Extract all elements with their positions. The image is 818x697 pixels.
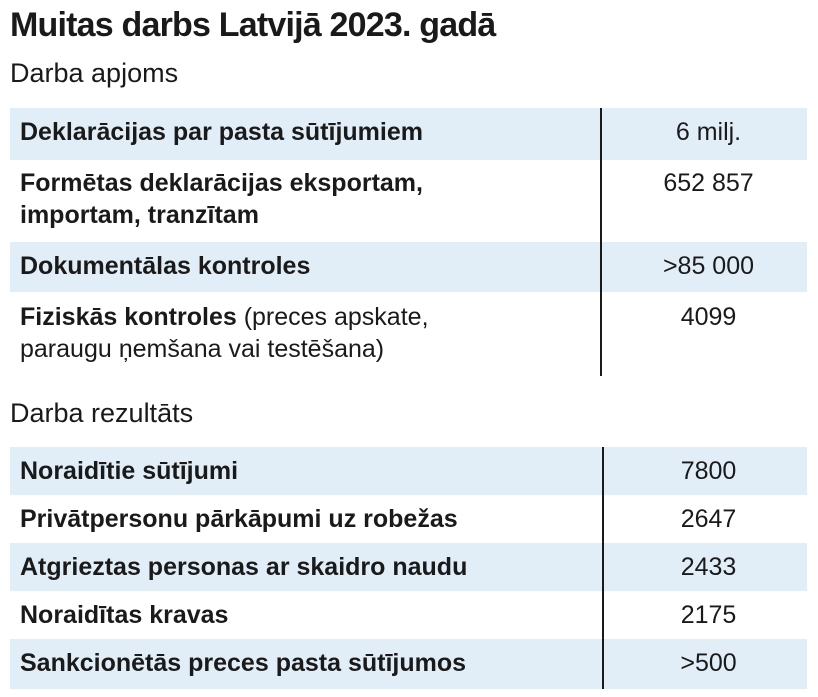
row-label: Noraidītas kravas	[20, 601, 229, 629]
row-label: Privātpersonu pārkāpumi uz robežas	[20, 505, 458, 533]
table-row: Fiziskās kontroles (preces apskate, para…	[10, 292, 807, 374]
row-label: Dokumentālas kontroles	[20, 252, 311, 280]
row-value: 7800	[680, 457, 737, 485]
row-value: >85 000	[662, 252, 755, 280]
table-row: Deklarācijas par pasta sūtījumiem 6 milj…	[10, 108, 807, 160]
row-value: >500	[680, 649, 737, 677]
row-value: 2433	[680, 553, 737, 581]
table-row: Sankcionētās preces pasta sūtījumos >500	[10, 639, 807, 689]
section-heading-results: Darba rezultāts	[10, 398, 194, 428]
column-divider	[602, 447, 604, 689]
row-label: Fiziskās kontroles (preces apskate, para…	[20, 303, 429, 363]
page-title: Muitas darbs Latvijā 2023. gadā	[10, 6, 496, 44]
row-label: Atgrieztas personas ar skaidro naudu	[20, 553, 468, 581]
row-value: 652 857	[663, 169, 754, 197]
table-row: Dokumentālas kontroles >85 000	[10, 242, 807, 292]
table-row: Privātpersonu pārkāpumi uz robežas 2647	[10, 495, 807, 543]
row-value: 2647	[680, 505, 737, 533]
column-divider	[600, 108, 602, 376]
row-label: Noraidītie sūtījumi	[20, 457, 239, 485]
section-heading-volume: Darba apjoms	[10, 58, 179, 88]
table-row: Noraidītas kravas 2175	[10, 591, 807, 639]
table-row: Noraidītie sūtījumi 7800	[10, 447, 807, 495]
table-row: Formētas deklarācijas eksportam, importa…	[10, 160, 807, 242]
row-value: 2175	[680, 601, 737, 629]
row-label: Formētas deklarācijas eksportam, importa…	[20, 169, 423, 229]
row-value: 6 milj.	[675, 118, 742, 146]
row-label: Deklarācijas par pasta sūtījumiem	[20, 118, 423, 146]
row-label: Sankcionētās preces pasta sūtījumos	[20, 649, 467, 677]
row-value: 4099	[680, 303, 737, 331]
table-row: Atgrieztas personas ar skaidro naudu 243…	[10, 543, 807, 591]
